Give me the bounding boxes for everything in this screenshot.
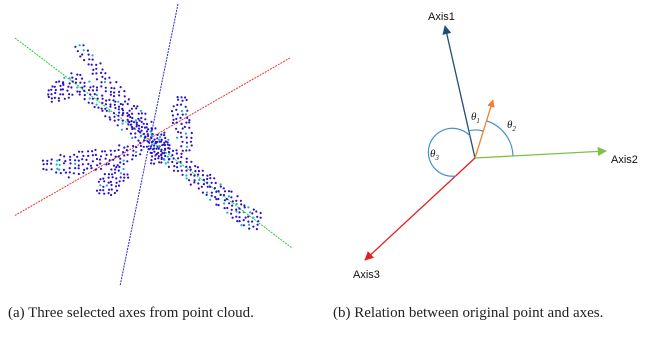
theta3-label: θ3 bbox=[430, 148, 439, 162]
axis3-arrow bbox=[364, 157, 476, 261]
caption-a: (a) Three selected axes from point cloud… bbox=[8, 304, 306, 322]
caption-b-text: Relation between original point and axes… bbox=[354, 305, 604, 321]
original-point-vector bbox=[474, 99, 495, 159]
green-axis-line bbox=[14, 37, 293, 249]
axis1-arrow bbox=[442, 25, 476, 159]
airplane-point-cloud bbox=[41, 44, 262, 231]
theta3-arc bbox=[427, 127, 471, 177]
axis2-label: Axis2 bbox=[611, 154, 638, 166]
axis2-arrow bbox=[474, 146, 607, 159]
axis3-label: Axis3 bbox=[353, 269, 380, 281]
panel-axes-relation: Axis1 Axis2 Axis3 θ1 θ2 θ3 (b) Relation … bbox=[325, 0, 650, 345]
axis1-label: Axis1 bbox=[428, 11, 455, 23]
caption-b-label: (b) bbox=[333, 305, 351, 321]
caption-a-text: Three selected axes from point cloud. bbox=[28, 305, 254, 321]
caption-a-label: (a) bbox=[8, 305, 25, 321]
theta1-label: θ1 bbox=[471, 111, 480, 125]
caption-b: (b) Relation between original point and … bbox=[333, 304, 643, 322]
point-cloud-figure bbox=[13, 3, 293, 287]
theta1-arc bbox=[467, 129, 484, 132]
axes-relation-diagram: Axis1 Axis2 Axis3 θ1 θ2 θ3 bbox=[353, 11, 638, 281]
panel-point-cloud: (a) Three selected axes from point cloud… bbox=[8, 3, 306, 322]
theta2-label: θ2 bbox=[507, 119, 516, 133]
theta2-arc bbox=[486, 120, 514, 157]
